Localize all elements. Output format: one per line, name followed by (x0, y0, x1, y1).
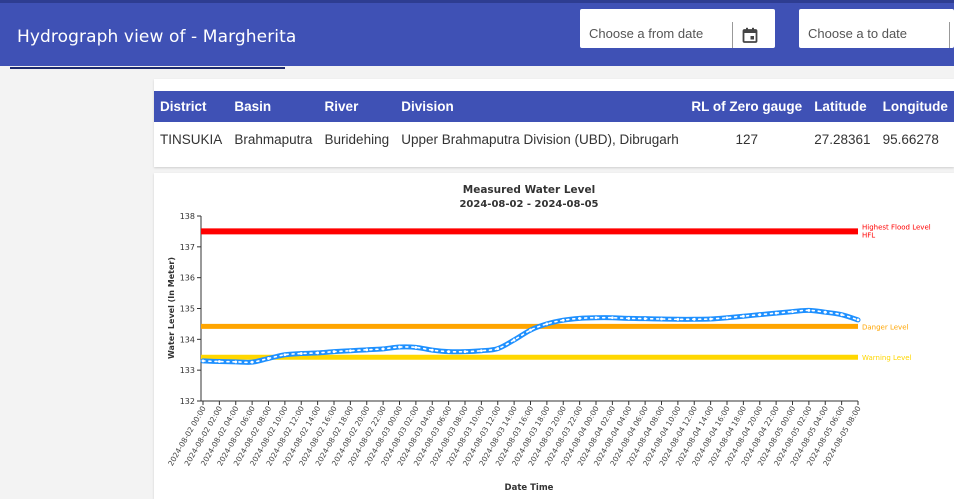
series-line-dots (202, 309, 859, 364)
cell-latitude: 27.28361 (814, 132, 871, 147)
y-tick-label: 134 (180, 335, 195, 344)
plot-area: 132 133 134 135 136 137 138 Highest Flood Level… (166, 212, 931, 468)
title-underline (10, 67, 285, 69)
data-point (447, 350, 451, 354)
data-point (496, 347, 500, 350)
data-point (676, 317, 680, 321)
data-point (283, 353, 287, 357)
data-point (299, 352, 303, 355)
page-title: Hydrograph view of - Margherita (17, 27, 297, 47)
data-point (758, 313, 762, 317)
data-point (774, 311, 778, 315)
data-point (234, 360, 238, 364)
data-point (578, 316, 582, 320)
station-info-table: District Basin River Division RL of Zero… (154, 91, 954, 157)
reference-line-label: Warning Level (862, 354, 912, 362)
data-point (529, 328, 532, 332)
chart-title: Measured Water Level (463, 184, 596, 196)
to-date-input[interactable]: Choose a to date (808, 26, 908, 41)
data-point (643, 317, 647, 321)
cell-district: TINSUKIA (160, 132, 223, 147)
chart-subtitle: 2024-08-02 - 2024-08-05 (459, 199, 598, 210)
data-point (365, 348, 369, 352)
data-point (660, 317, 663, 321)
station-info-card: District Basin River Division RL of Zero… (154, 79, 954, 167)
x-axis-label: Date Time (505, 483, 554, 493)
col-district: District (154, 91, 229, 122)
from-date-picker[interactable]: Choose a from date (580, 9, 775, 48)
data-point (840, 313, 844, 317)
cell-rl-zero-gauge: 127 (735, 132, 758, 147)
col-latitude: Latitude (808, 91, 877, 122)
data-point (332, 350, 336, 354)
data-point (594, 316, 598, 320)
data-point (217, 360, 221, 363)
y-tick-label: 136 (180, 274, 195, 283)
calendar-icon[interactable] (742, 27, 758, 43)
y-tick-label: 132 (180, 397, 195, 406)
to-date-divider (949, 22, 950, 48)
hydrograph-chart: Measured Water Level 2024-08-02 - 2024-0… (166, 184, 931, 493)
from-date-divider (732, 22, 733, 48)
col-basin: Basin (228, 91, 319, 122)
reference-line-label: Danger Level (862, 323, 909, 331)
data-point (823, 310, 827, 314)
data-point (692, 317, 696, 321)
y-tick-label: 135 (180, 305, 195, 314)
col-river: River (318, 91, 396, 122)
y-tick-label: 138 (180, 212, 195, 221)
data-point (791, 310, 794, 313)
data-point (479, 349, 483, 353)
col-longitude: Longitude (876, 91, 954, 122)
to-date-picker[interactable]: Choose a to date (799, 9, 954, 48)
y-axis-label: Water Level (In Meter) (167, 257, 176, 359)
table-row: TINSUKIA Brahmaputra Buridehing Upper Br… (154, 122, 954, 157)
reference-line-label: HFL (862, 231, 875, 239)
cell-division: Upper Brahmaputra Division (UBD), Dibrug… (401, 132, 679, 147)
reference-line-label: Highest Flood Level (862, 223, 931, 231)
data-point (398, 345, 401, 349)
data-point (610, 316, 614, 320)
data-point (627, 316, 631, 320)
data-point (741, 314, 745, 318)
data-point (381, 347, 385, 351)
data-point (414, 345, 418, 349)
data-point (512, 338, 516, 342)
cell-river: Buridehing (324, 132, 390, 147)
data-point (201, 359, 205, 363)
col-rl-zero-gauge: RL of Zero gauge (685, 91, 809, 122)
y-tick-label: 137 (180, 243, 195, 252)
data-point (463, 350, 467, 354)
data-point (545, 322, 549, 326)
data-point (267, 357, 270, 360)
app-header: Hydrograph view of - Margherita Choose a… (0, 0, 954, 69)
data-point (709, 317, 713, 321)
data-point (561, 318, 565, 322)
data-point (856, 318, 860, 322)
cell-longitude: 95.66278 (882, 132, 939, 147)
y-tick-label: 133 (180, 366, 195, 375)
data-point (807, 308, 811, 312)
data-point (430, 348, 434, 352)
data-point (250, 360, 254, 364)
data-point (316, 351, 320, 355)
cell-basin: Brahmaputra (234, 132, 313, 147)
from-date-input[interactable]: Choose a from date (589, 26, 704, 41)
data-point (348, 349, 352, 353)
col-division: Division (395, 91, 686, 122)
hydrograph-card: Measured Water Level 2024-08-02 - 2024-0… (154, 173, 954, 499)
data-point (725, 316, 729, 320)
